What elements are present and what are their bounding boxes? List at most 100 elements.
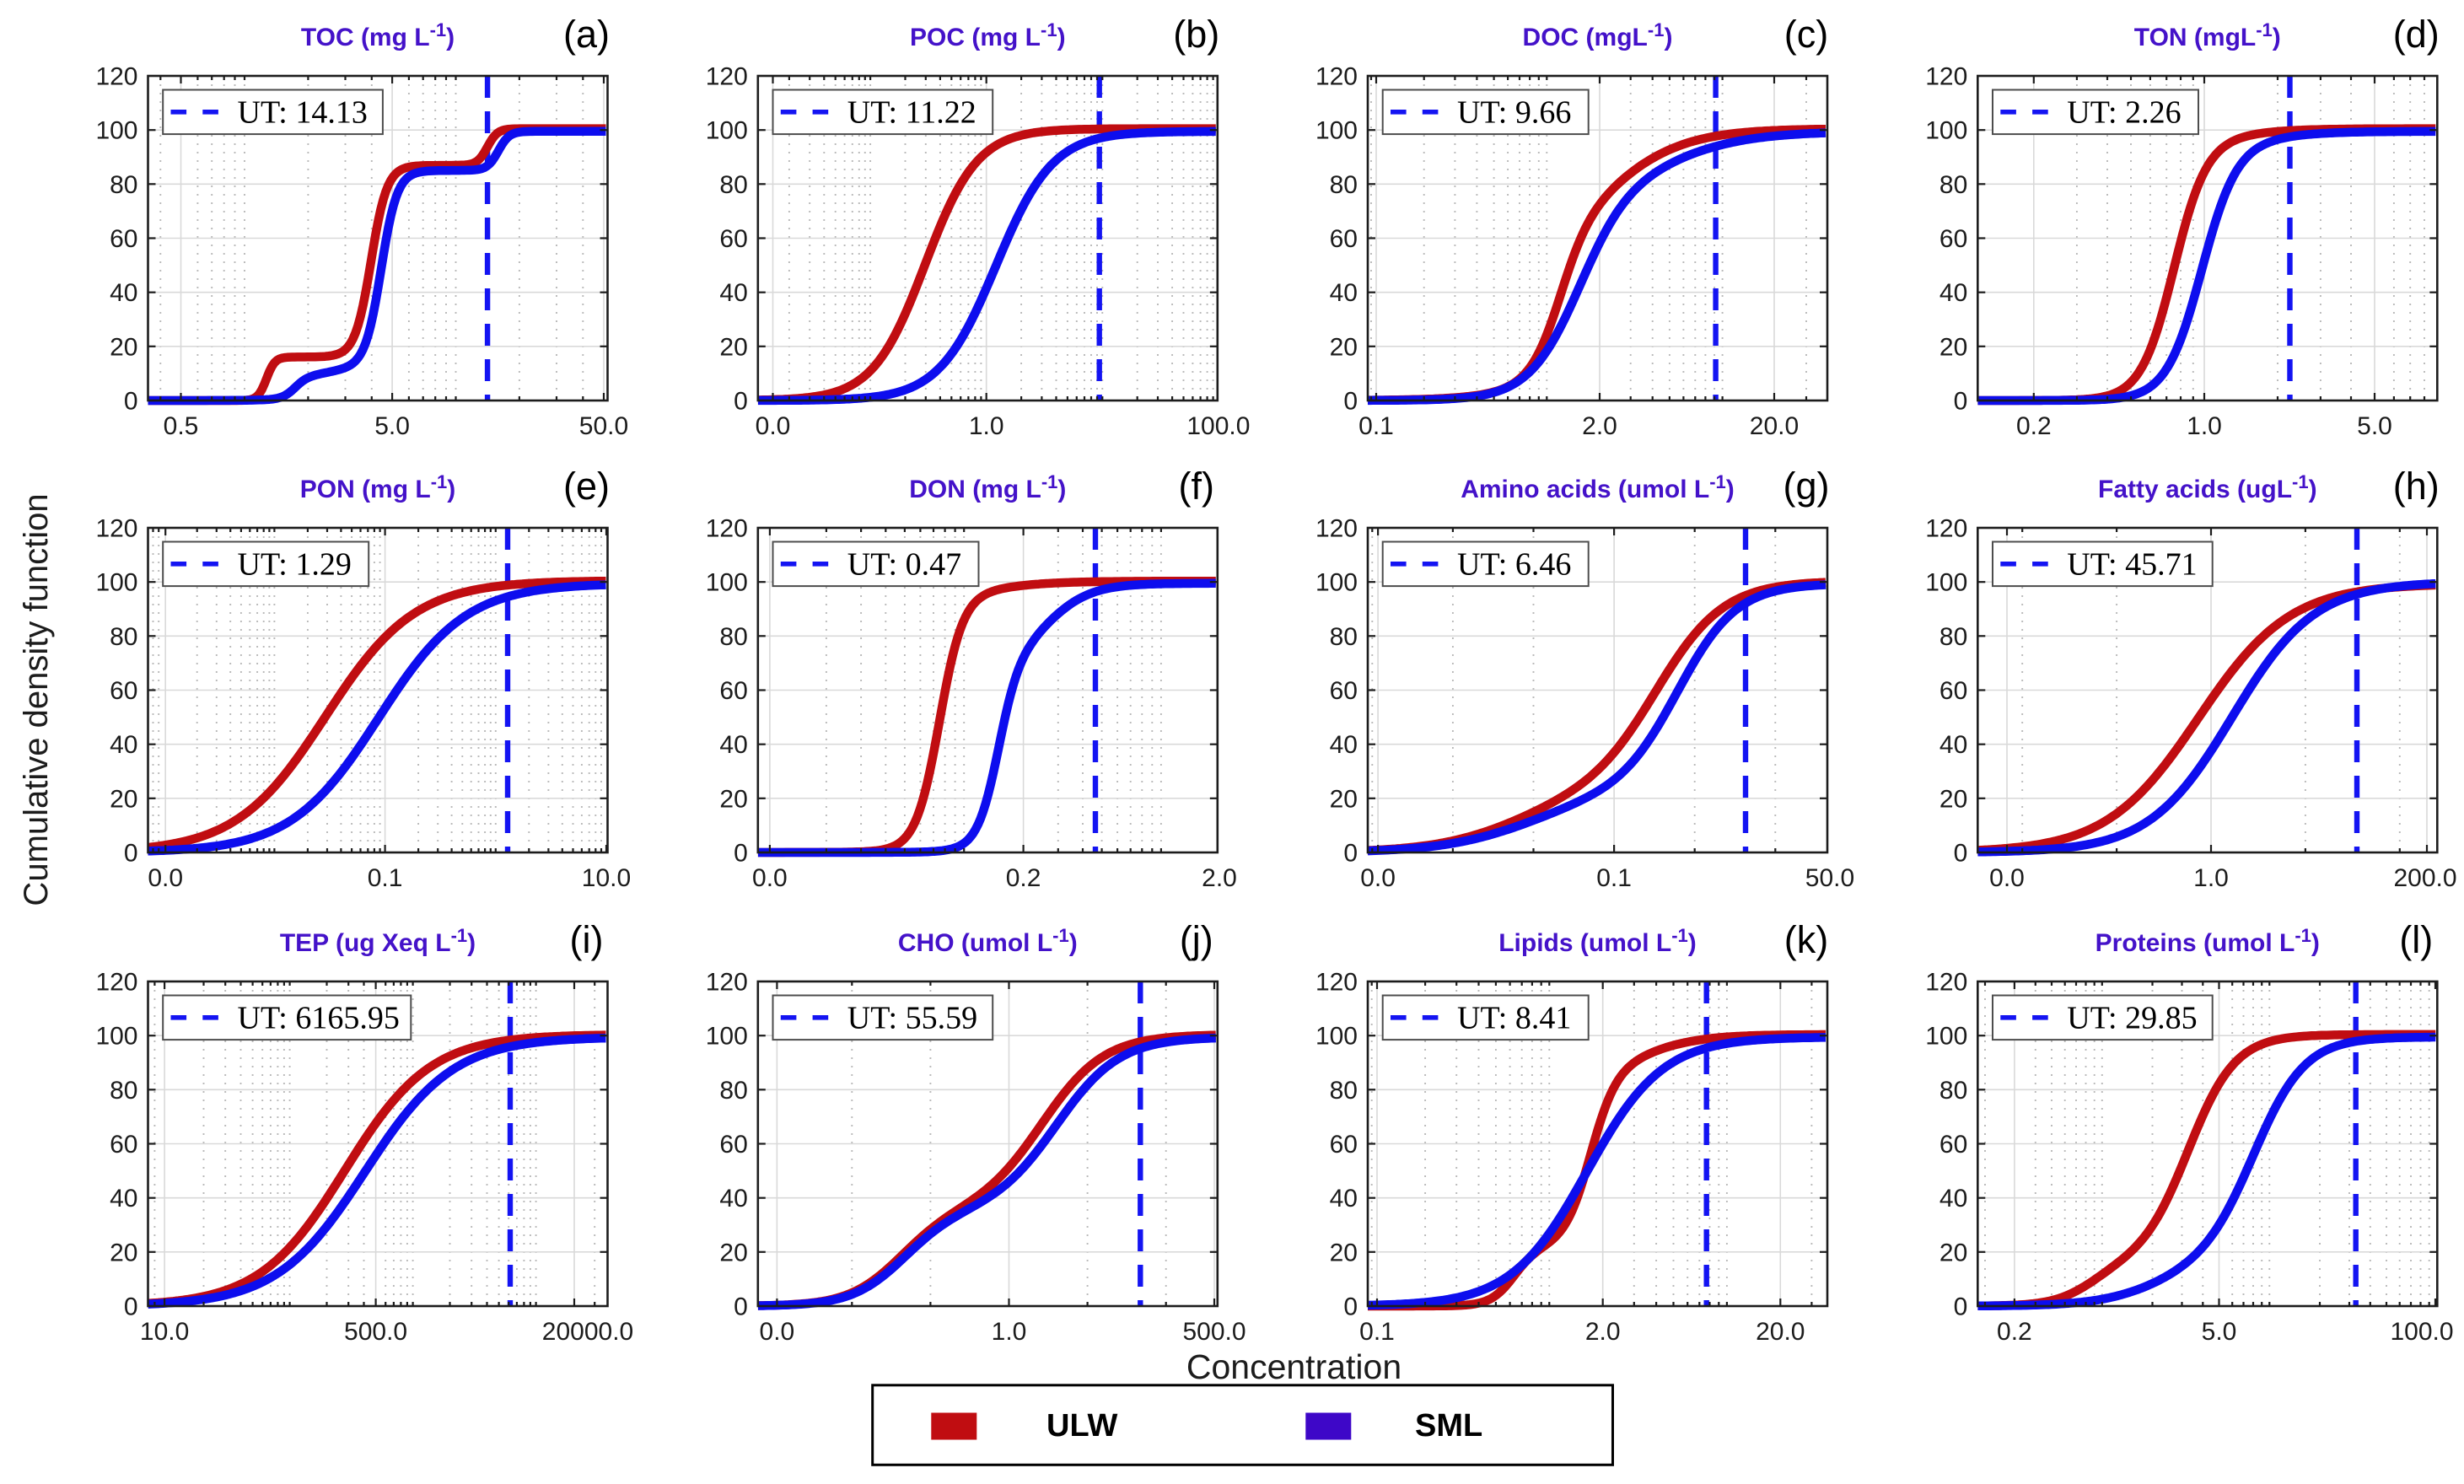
svg-text:1.0: 1.0 [992, 1318, 1027, 1346]
svg-text:0: 0 [734, 840, 748, 868]
svg-text:0.1: 0.1 [368, 864, 403, 892]
svg-text:UT: 1.29: UT: 1.29 [238, 547, 352, 583]
svg-text:40: 40 [110, 279, 137, 307]
svg-text:0: 0 [124, 840, 138, 868]
svg-text:40: 40 [1330, 731, 1358, 759]
svg-text:0.5: 0.5 [164, 412, 199, 440]
svg-text:UT: 29.85: UT: 29.85 [2067, 1001, 2197, 1036]
svg-text:40: 40 [1330, 279, 1358, 307]
svg-text:(d): (d) [2393, 13, 2440, 56]
svg-text:UT: 11.22: UT: 11.22 [847, 95, 976, 131]
svg-text:0.2: 0.2 [2016, 412, 2052, 440]
svg-text:120: 120 [706, 969, 748, 997]
svg-text:120: 120 [1925, 969, 1967, 997]
svg-text:60: 60 [110, 1131, 137, 1159]
svg-text:Proteins (umol L-1): Proteins (umol L-1) [2095, 925, 2320, 957]
svg-text:PON (mg L-1): PON (mg L-1) [300, 471, 456, 503]
svg-text:80: 80 [110, 623, 137, 651]
svg-text:40: 40 [1939, 1185, 1967, 1212]
svg-text:60: 60 [719, 1131, 747, 1159]
svg-text:100.0: 100.0 [1186, 412, 1250, 440]
svg-text:20: 20 [719, 1239, 747, 1266]
svg-text:20: 20 [1939, 785, 1967, 813]
svg-text:(b): (b) [1173, 13, 1219, 56]
svg-text:80: 80 [1939, 171, 1967, 199]
svg-text:100: 100 [1925, 117, 1967, 145]
svg-text:60: 60 [110, 677, 137, 705]
svg-text:UT: 2.26: UT: 2.26 [2067, 95, 2181, 131]
svg-text:20: 20 [110, 333, 137, 361]
svg-text:UT: 14.13: UT: 14.13 [238, 95, 368, 131]
svg-text:40: 40 [1939, 279, 1967, 307]
svg-text:100: 100 [95, 117, 137, 145]
svg-text:0: 0 [734, 1293, 748, 1321]
svg-text:2.0: 2.0 [1582, 412, 1617, 440]
svg-text:UT: 0.47: UT: 0.47 [847, 547, 961, 583]
svg-text:80: 80 [1330, 623, 1358, 651]
svg-text:TON (mgL-1): TON (mgL-1) [2134, 19, 2281, 51]
svg-text:20: 20 [1939, 333, 1967, 361]
svg-text:60: 60 [1330, 677, 1358, 705]
svg-text:20: 20 [1330, 333, 1358, 361]
svg-text:TEP (ug Xeq L-1): TEP (ug Xeq L-1) [280, 925, 476, 957]
svg-text:20000.0: 20000.0 [542, 1318, 633, 1346]
svg-text:20: 20 [110, 1239, 137, 1266]
svg-text:100.0: 100.0 [2390, 1318, 2453, 1346]
svg-text:(f): (f) [1179, 465, 1214, 508]
svg-text:40: 40 [1330, 1185, 1358, 1212]
svg-text:0.0: 0.0 [752, 864, 788, 892]
svg-text:60: 60 [1939, 677, 1967, 705]
svg-text:50.0: 50.0 [1805, 864, 1854, 892]
svg-text:DON (mg L-1): DON (mg L-1) [909, 471, 1066, 503]
svg-text:10.0: 10.0 [582, 864, 631, 892]
svg-text:120: 120 [1315, 63, 1358, 91]
svg-text:20: 20 [1330, 1239, 1358, 1266]
svg-text:(a): (a) [563, 13, 610, 56]
svg-text:60: 60 [1330, 1131, 1358, 1159]
svg-text:200.0: 200.0 [2393, 864, 2456, 892]
svg-text:120: 120 [706, 63, 748, 91]
svg-text:Amino acids (umol L-1): Amino acids (umol L-1) [1461, 471, 1735, 503]
svg-text:Lipids (umol L-1): Lipids (umol L-1) [1498, 925, 1697, 957]
svg-text:80: 80 [719, 171, 747, 199]
svg-text:(j): (j) [1180, 918, 1213, 961]
svg-text:40: 40 [110, 1185, 137, 1212]
svg-text:20.0: 20.0 [1750, 412, 1799, 440]
svg-text:10.0: 10.0 [140, 1318, 189, 1346]
svg-text:UT: 45.71: UT: 45.71 [2067, 547, 2197, 583]
svg-text:60: 60 [719, 225, 747, 253]
svg-text:100: 100 [1315, 117, 1358, 145]
svg-text:100: 100 [95, 569, 137, 597]
svg-text:100: 100 [1925, 1023, 1967, 1051]
svg-text:500.0: 500.0 [1182, 1318, 1245, 1346]
svg-text:100: 100 [706, 117, 748, 145]
svg-text:20: 20 [110, 785, 137, 813]
svg-text:20: 20 [1939, 1239, 1967, 1266]
svg-text:120: 120 [95, 63, 137, 91]
svg-text:(i): (i) [570, 918, 604, 961]
svg-text:UT: 6165.95: UT: 6165.95 [238, 1001, 400, 1036]
svg-text:120: 120 [706, 515, 748, 543]
svg-text:0.0: 0.0 [1360, 864, 1396, 892]
svg-text:0.2: 0.2 [1006, 864, 1041, 892]
svg-text:20: 20 [719, 333, 747, 361]
svg-text:(e): (e) [563, 465, 610, 508]
svg-text:100: 100 [1315, 1023, 1358, 1051]
svg-text:UT: 8.41: UT: 8.41 [1457, 1001, 1571, 1036]
svg-text:40: 40 [719, 1185, 747, 1212]
svg-text:0.0: 0.0 [1989, 864, 2025, 892]
svg-text:60: 60 [1939, 1131, 1967, 1159]
svg-text:60: 60 [719, 677, 747, 705]
svg-text:0: 0 [1343, 388, 1358, 416]
svg-text:POC (mg L-1): POC (mg L-1) [910, 19, 1066, 51]
svg-text:120: 120 [1315, 515, 1358, 543]
svg-text:UT: 6.46: UT: 6.46 [1457, 547, 1571, 583]
svg-text:0.0: 0.0 [760, 1318, 795, 1346]
svg-text:0: 0 [1343, 840, 1358, 868]
svg-text:100: 100 [1315, 569, 1358, 597]
svg-text:0.2: 0.2 [1997, 1318, 2032, 1346]
svg-text:1.0: 1.0 [2187, 412, 2222, 440]
svg-text:100: 100 [706, 1023, 748, 1051]
svg-text:0.1: 0.1 [1358, 412, 1394, 440]
svg-text:UT: 9.66: UT: 9.66 [1457, 95, 1571, 131]
